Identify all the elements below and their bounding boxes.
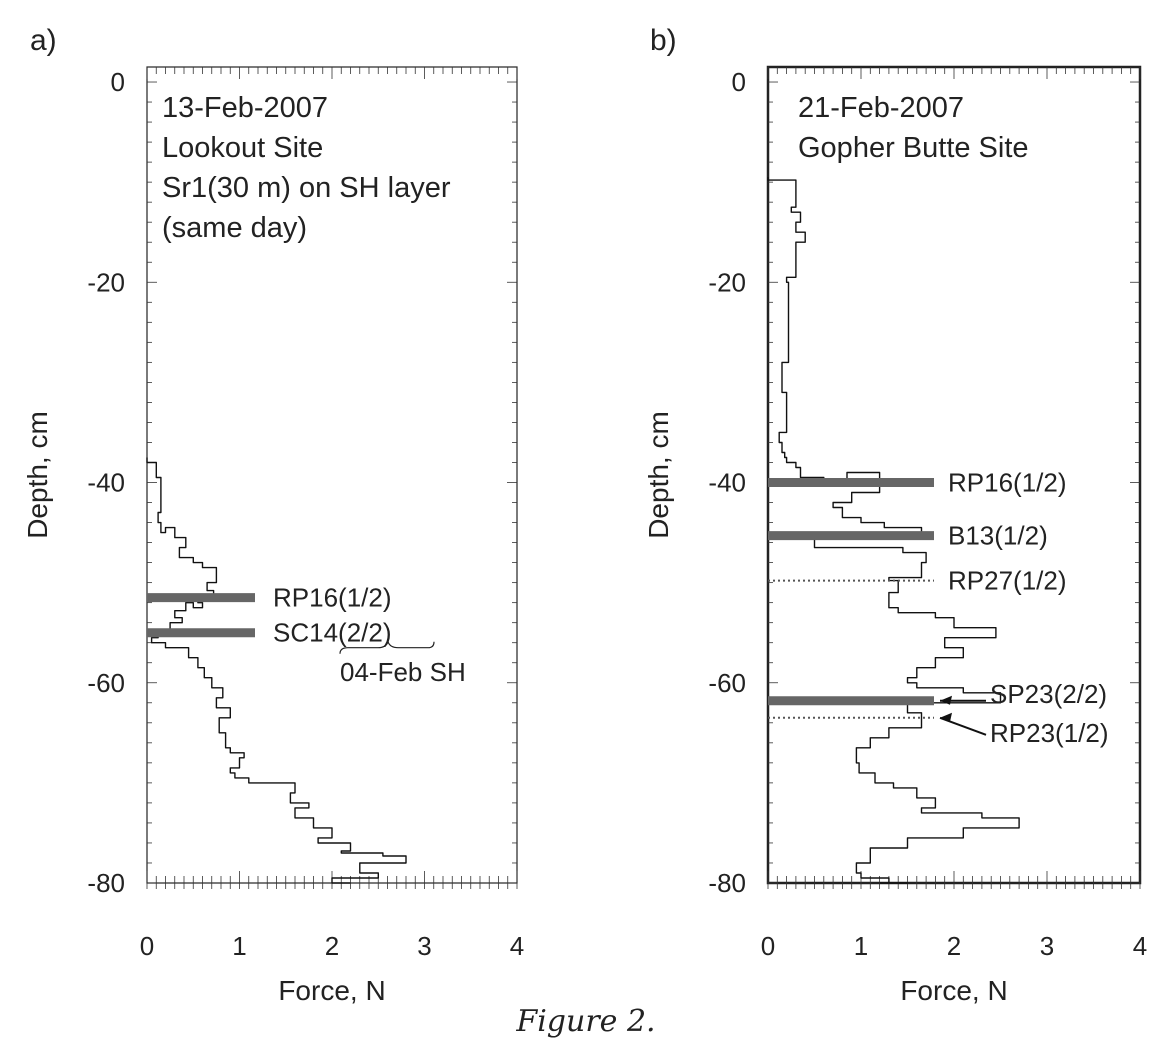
panel-annotation-line: 13-Feb-2007 (162, 92, 328, 124)
layer-marker-label: SC14(2/2) (273, 618, 392, 648)
x-axis-label: Force, N (900, 975, 1007, 1006)
panel-label: a) (30, 24, 57, 57)
y-tick-label: 0 (732, 67, 746, 97)
x-tick-label: 0 (140, 931, 154, 961)
y-tick-label: -40 (87, 468, 125, 498)
y-minor-ticks (768, 81, 1140, 884)
panel-annotation-line: 21-Feb-2007 (798, 92, 964, 124)
panel-annotation-line: (same day) (162, 212, 307, 244)
x-tick-label: 1 (854, 931, 868, 961)
panel-a: a) 0 1 2 3 4 0 -20 -40 -60 -80 Force, N Depth, cm 13-… (22, 24, 524, 1006)
layer-marker-label: RP16(1/2) (948, 468, 1067, 498)
x-tick-label: 2 (325, 931, 339, 961)
y-minor-ticks (147, 81, 517, 884)
arrow-head (940, 695, 952, 705)
x-tick-label: 1 (232, 931, 246, 961)
force-profile-line (767, 177, 1020, 884)
panel-annotation-line: Sr1(30 m) on SH layer (162, 172, 451, 204)
y-tick-label: -80 (87, 868, 125, 898)
x-tick-label: 0 (761, 931, 775, 961)
y-tick-label: 0 (111, 67, 125, 97)
layer-marker-label: B13(1/2) (948, 521, 1048, 551)
layer-marker-label: RP23(1/2) (990, 718, 1109, 748)
layer-marker-label: SP23(2/2) (990, 679, 1107, 709)
y-tick-label: -80 (708, 868, 746, 898)
layer-marker-label: RP27(1/2) (948, 566, 1067, 596)
x-axis-label: Force, N (278, 975, 385, 1006)
y-tick-label: -60 (708, 668, 746, 698)
y-tick-label: -20 (708, 267, 746, 297)
force-profile-line (146, 457, 407, 884)
y-tick-label: -40 (708, 468, 746, 498)
panel-annotation-line: Lookout Site (162, 132, 323, 164)
figure-caption: Figure 2. (515, 1004, 655, 1039)
y-tick-label: -60 (87, 668, 125, 698)
annotation-bracket (339, 639, 435, 654)
x-tick-label: 4 (1133, 931, 1147, 961)
x-tick-label: 2 (947, 931, 961, 961)
extra-annotation: 04-Feb SH (340, 657, 466, 687)
x-minor-ticks (146, 67, 518, 889)
y-axis-label: Depth, cm (643, 411, 674, 539)
panel-label: b) (650, 24, 677, 57)
layer-marker-label: RP16(1/2) (273, 583, 392, 613)
y-tick-label: -20 (87, 267, 125, 297)
panel-b: b) 0 1 2 3 4 0 -20 -40 -60 -80 Force, N Depth, cm 21-… (643, 24, 1147, 1006)
x-tick-label: 4 (510, 931, 524, 961)
arrow-head (940, 712, 952, 722)
x-tick-label: 3 (1040, 931, 1054, 961)
x-tick-label: 3 (417, 931, 431, 961)
panel-annotation-line: Gopher Butte Site (798, 132, 1029, 164)
y-axis-label: Depth, cm (22, 411, 53, 539)
